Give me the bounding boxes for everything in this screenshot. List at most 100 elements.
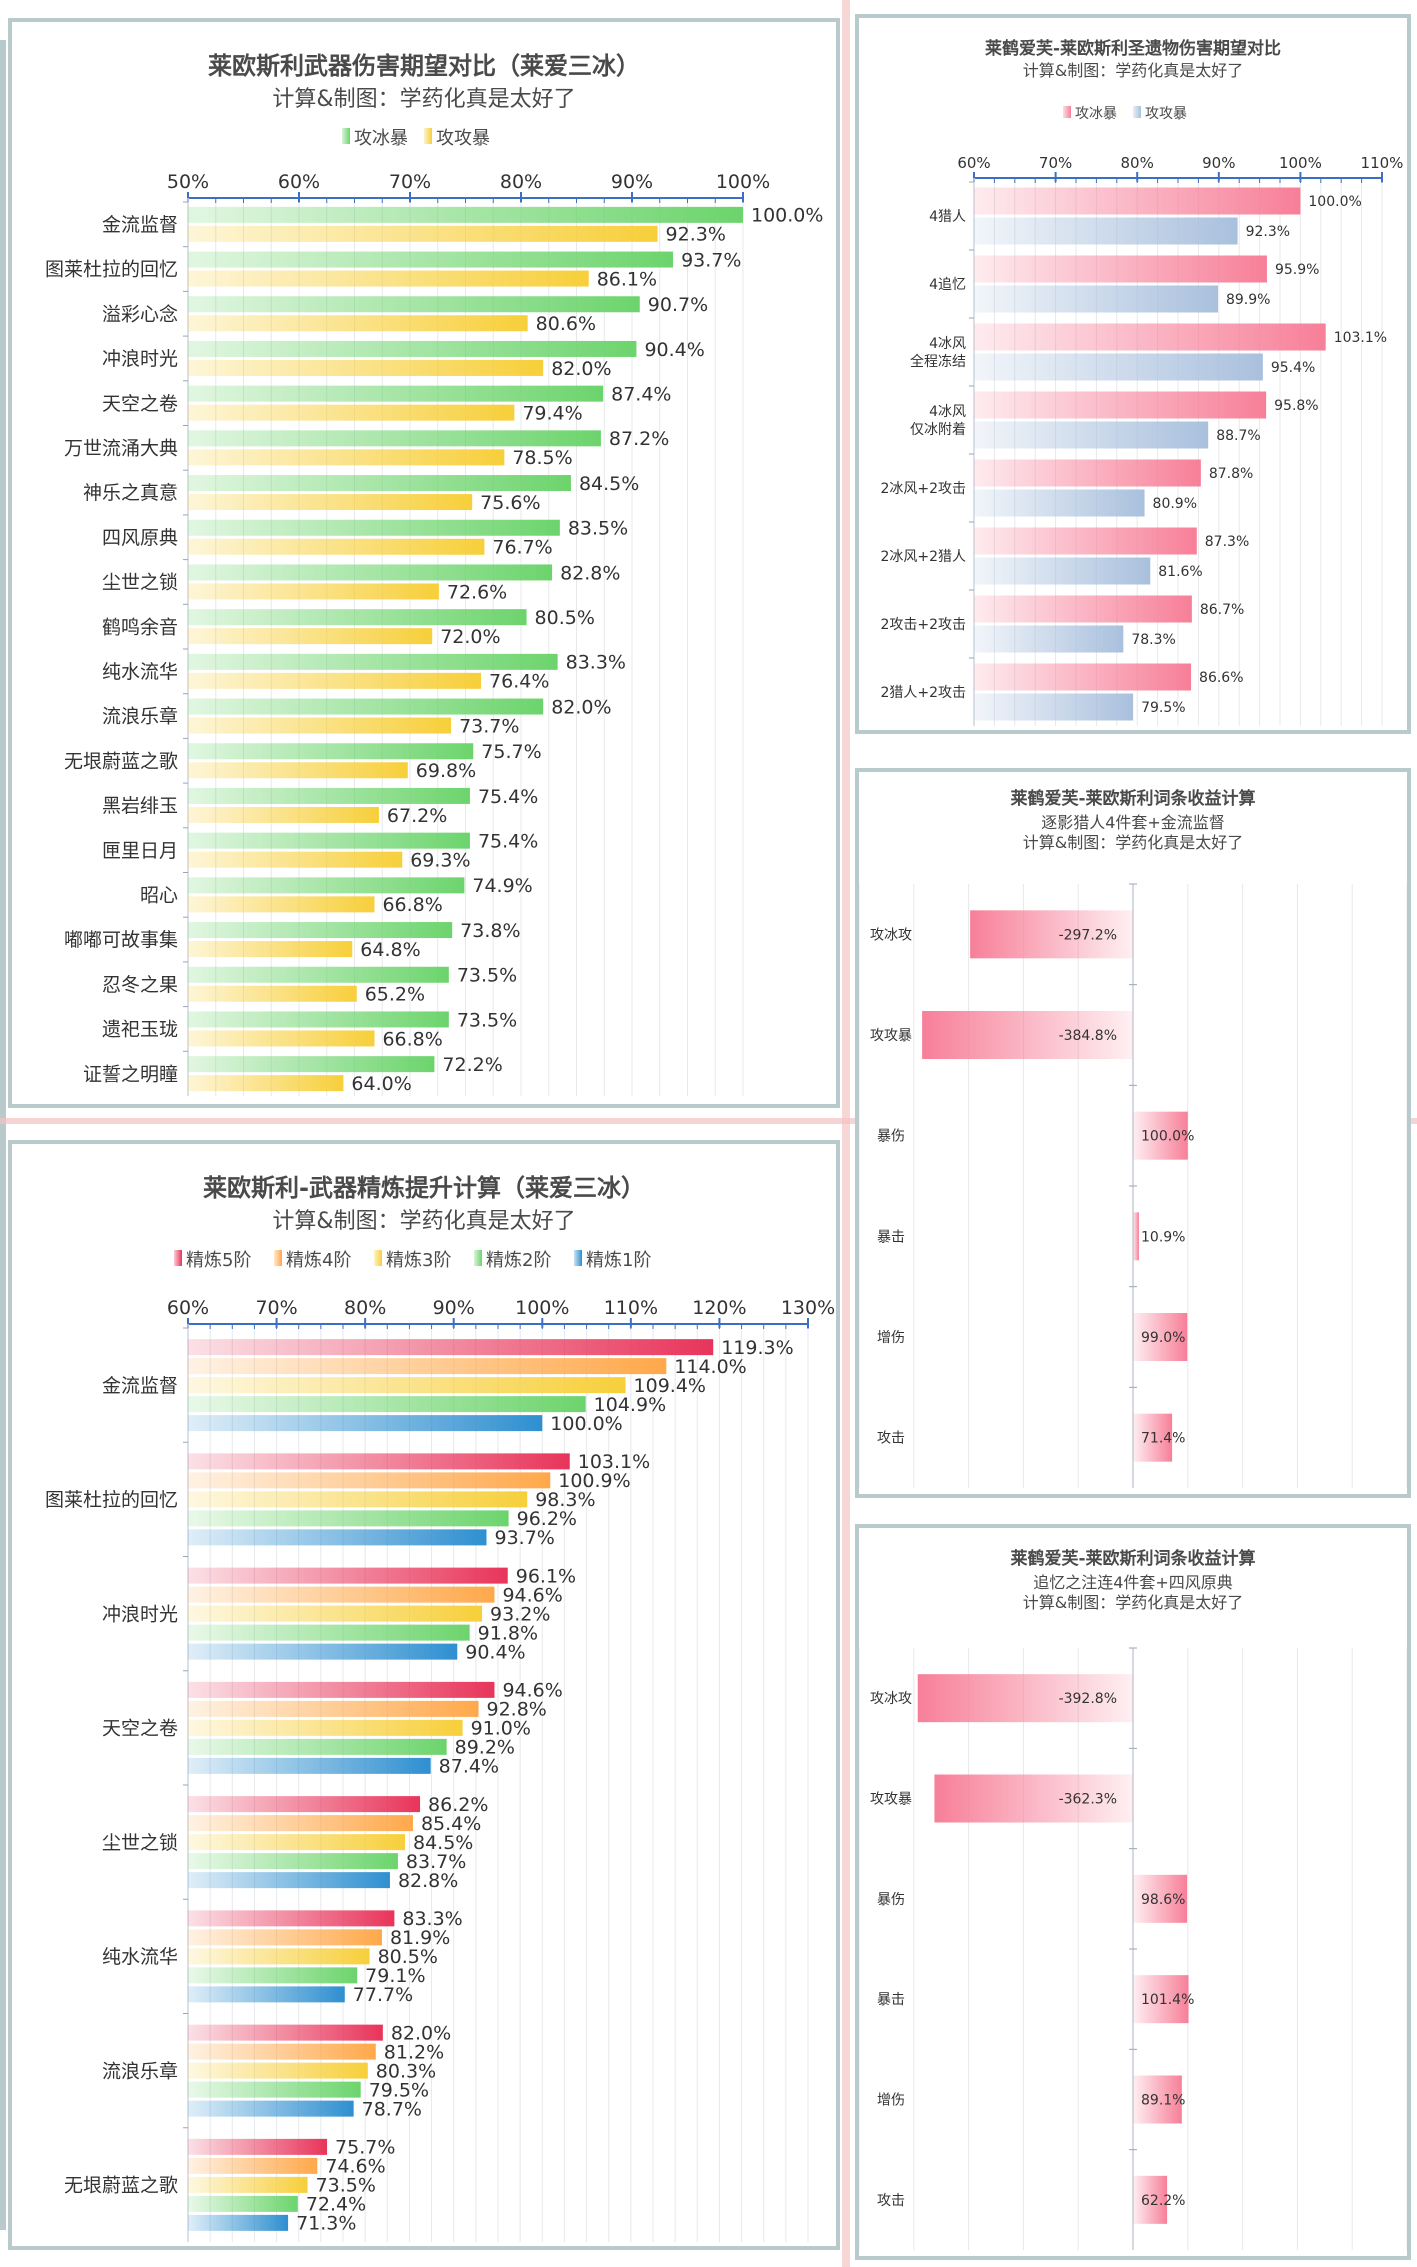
bar-a-9 [188, 609, 527, 626]
bar-b-4 [974, 489, 1145, 517]
data-label: 83.3% [566, 652, 626, 674]
bar-b-0 [188, 1415, 543, 1432]
bar-b-1 [974, 285, 1218, 313]
data-label: 86.1% [597, 268, 657, 290]
data-label: 85.4% [421, 1813, 481, 1835]
data-label: 91.8% [478, 1622, 538, 1644]
bar-b-5 [974, 557, 1151, 585]
bar-2 [1133, 1874, 1188, 1923]
bar-a-6 [188, 475, 571, 492]
category-label: 冲浪时光 [102, 348, 178, 370]
bar-b-0 [974, 217, 1238, 245]
data-label: -384.8% [1059, 1028, 1117, 1044]
data-label: 66.8% [382, 894, 442, 916]
category-label: 攻冰攻 [870, 1691, 912, 1707]
data-label: 72.2% [442, 1054, 502, 1076]
chart-title: 莱鹤爱芙-莱欧斯利词条收益计算 [1010, 788, 1255, 809]
data-label: 90.4% [644, 339, 704, 361]
category-label: 暴击 [877, 1992, 905, 2008]
substat-gain-chart-1: 莱鹤爱芙-莱欧斯利词条收益计算逐影猎人4件套+金流监督计算&制图：学药化真是太好… [859, 788, 1407, 1488]
category-label: 图莱杜拉的回忆 [45, 259, 178, 281]
decor-stripe-bottom [0, 1118, 1417, 1124]
data-label: 83.7% [406, 1851, 466, 1873]
data-label: 65.2% [365, 984, 425, 1006]
bar-b-0 [188, 1377, 626, 1394]
data-label: 95.4% [1271, 360, 1315, 376]
category-label: 纯水流华 [102, 661, 178, 683]
data-label: 64.0% [351, 1073, 411, 1095]
bar-b-14 [188, 851, 403, 868]
category-label: 4冰风 [929, 336, 966, 352]
data-label: 100.0% [1308, 194, 1361, 210]
data-label: 95.8% [1274, 398, 1318, 414]
data-label: 90.4% [465, 1641, 525, 1663]
bar-a-19 [188, 1056, 435, 1073]
bar-b-1 [188, 270, 589, 287]
bar-2 [1133, 1111, 1188, 1160]
x-tick-label: 70% [389, 171, 431, 193]
data-label: 75.4% [478, 786, 538, 808]
bar-a-7 [974, 663, 1192, 691]
data-label: 81.6% [1158, 564, 1202, 580]
category-label: 纯水流华 [102, 1946, 178, 1968]
bar-a-2 [188, 296, 640, 313]
bar-b-2 [188, 1605, 483, 1622]
bar-b-6 [188, 494, 473, 511]
data-label: 62.2% [1141, 2193, 1185, 2209]
category-label: 天空之卷 [102, 1718, 178, 1740]
data-label: 67.2% [387, 805, 447, 827]
data-label: 76.4% [489, 671, 549, 693]
category-label: 攻击 [877, 1431, 905, 1447]
data-label: 73.5% [457, 1009, 517, 1031]
bar-3 [1133, 1212, 1139, 1261]
legend-label: 攻冰暴 [1075, 106, 1117, 122]
legend-label: 精炼3阶 [386, 1250, 451, 1271]
legend: 精炼5阶 精炼4阶 精炼3阶 精炼2阶 精炼1阶 [174, 1250, 651, 1271]
bar-b-3 [188, 1719, 463, 1736]
data-label: 87.8% [1209, 466, 1253, 482]
data-label: 90.7% [648, 294, 708, 316]
data-label: 86.7% [1200, 602, 1244, 618]
bar-a-18 [188, 1011, 449, 1028]
data-label: 76.7% [492, 537, 552, 559]
substat-gain-panel-2: 莱鹤爱芙-莱欧斯利词条收益计算 追忆之注连4件套+四风原典 计算&制图：学药化真是太… [855, 1524, 1411, 2260]
data-label: 81.9% [390, 1927, 450, 1949]
x-tick-label: 90% [611, 171, 653, 193]
data-label: 73.7% [459, 715, 519, 737]
category-label: 溢彩心念 [102, 302, 178, 325]
data-label: 72.4% [306, 2194, 366, 2216]
bar-a-6 [974, 595, 1192, 623]
bar-b-6 [188, 2081, 361, 2098]
category-label: 遗祀玉珑 [102, 1019, 178, 1041]
legend-swatch [374, 1250, 382, 1266]
bar-a-16 [188, 922, 453, 939]
bar-a-13 [188, 787, 470, 804]
category-label: 攻攻暴 [870, 1792, 912, 1808]
x-tick-label: 80% [344, 1297, 386, 1319]
chart-title: 莱欧斯利武器伤害期望对比（莱爱三冰） [208, 52, 640, 80]
x-tick-label: 100% [716, 171, 770, 193]
chart-title: 莱鹤爱芙-莱欧斯利词条收益计算 [1010, 1548, 1255, 1569]
data-label: 88.7% [1216, 428, 1260, 444]
data-label: 100.0% [1141, 1129, 1194, 1145]
data-label: 84.5% [579, 473, 639, 495]
bar-b-9 [188, 628, 433, 645]
data-label: 66.8% [382, 1028, 442, 1050]
bar-b-4 [188, 404, 515, 421]
data-label: 82.8% [560, 562, 620, 584]
bar-b-10 [188, 672, 482, 689]
data-label: 77.7% [353, 1984, 413, 2006]
bar-b-3 [188, 1757, 431, 1774]
bar-a-3 [974, 391, 1267, 419]
data-label: 99.0% [1141, 1330, 1185, 1346]
category-label: 4猎人 [929, 209, 966, 225]
data-label: 79.1% [365, 1965, 425, 1987]
category-label: 忍冬之果 [102, 974, 178, 996]
data-label: 75.7% [335, 2137, 395, 2159]
data-label: 75.6% [480, 492, 540, 514]
bar-a-3 [188, 1681, 495, 1698]
category-label: 2猎人+2攻击 [880, 685, 966, 701]
legend-label: 精炼2阶 [486, 1250, 551, 1271]
